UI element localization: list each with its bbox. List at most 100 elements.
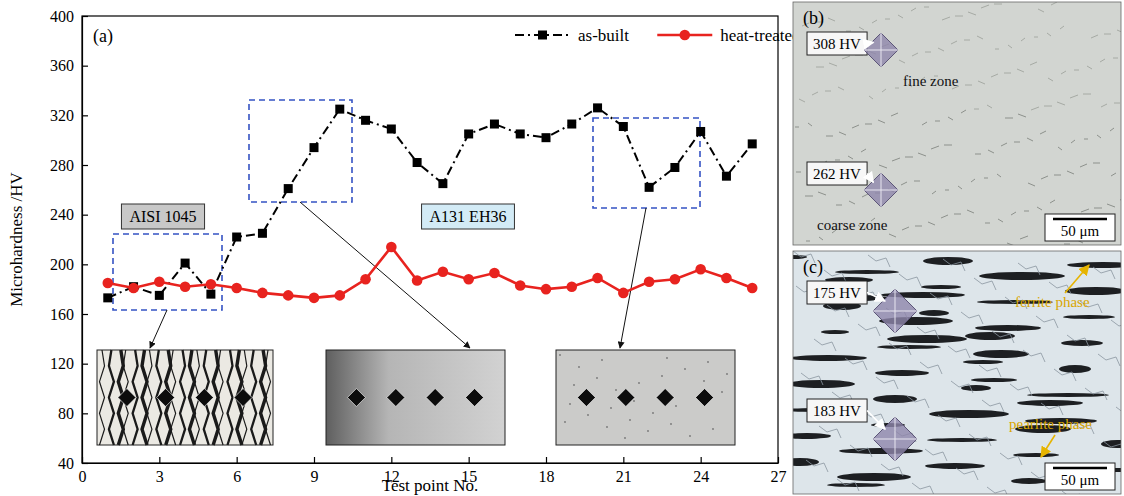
texture <box>869 96 873 99</box>
leader-arrow <box>867 174 873 183</box>
pearlite-streak <box>975 325 1041 331</box>
data-point <box>283 290 294 301</box>
texture <box>945 190 949 191</box>
data-point <box>541 284 552 295</box>
texture <box>1091 35 1098 38</box>
texture <box>968 12 976 15</box>
pointer-arrow <box>150 310 167 348</box>
zone-label: ferrite phase <box>1015 294 1090 310</box>
data-point <box>206 279 217 290</box>
texture <box>892 158 900 161</box>
x-tick-label: 9 <box>311 468 319 485</box>
grain-boundary <box>1041 403 1063 415</box>
texture <box>1030 62 1037 65</box>
x-tick-mark <box>546 457 547 463</box>
texture <box>994 4 1002 5</box>
grain-boundary <box>974 278 996 290</box>
grain-boundary <box>837 479 859 491</box>
x-tick-label: 6 <box>233 468 241 485</box>
texture <box>951 41 957 44</box>
x-tick: 24 <box>693 457 709 485</box>
texture-dot <box>624 437 626 439</box>
decoration <box>864 33 898 67</box>
pearlite-streak <box>1017 400 1083 406</box>
texture <box>974 109 979 110</box>
texture <box>971 179 975 182</box>
texture <box>975 154 981 155</box>
texture <box>1110 128 1114 131</box>
legend-marker <box>538 31 547 40</box>
texture <box>849 201 855 204</box>
texture <box>1018 114 1026 117</box>
micrograph-frame <box>793 2 1121 245</box>
texture <box>805 196 813 197</box>
pearlite-streak <box>793 355 867 361</box>
texture <box>1027 138 1033 141</box>
inset-frame <box>97 350 273 445</box>
y-tick-label: 160 <box>50 306 74 323</box>
texture <box>1100 59 1105 62</box>
leader-arrow <box>867 411 885 430</box>
grain-boundary <box>925 449 947 461</box>
scale-box <box>1045 463 1115 490</box>
decoration <box>873 289 917 333</box>
grain-boundary <box>824 270 846 282</box>
indent <box>696 389 714 407</box>
decoration <box>895 417 896 461</box>
grain-boundary <box>827 305 849 317</box>
data-point <box>695 264 706 275</box>
pointer-arrow <box>620 208 646 348</box>
grain-boundary <box>907 396 929 408</box>
pearlite-streak <box>979 272 1065 280</box>
texture <box>1113 58 1118 59</box>
texture <box>852 125 859 128</box>
texture <box>795 127 799 128</box>
grain-boundary <box>845 358 867 370</box>
texture-dot <box>652 412 654 414</box>
y-tick-mark <box>82 66 88 67</box>
data-point <box>489 268 500 279</box>
data-point <box>361 116 370 125</box>
texture <box>889 234 896 237</box>
figure: 0369121518212427408012016020024028032036… <box>0 0 1124 496</box>
y-tick-label: 200 <box>50 256 74 273</box>
texture <box>944 145 952 146</box>
grain-streak <box>180 350 185 445</box>
hardness-label: 183 HV <box>813 403 861 419</box>
x-tick-mark <box>237 457 238 463</box>
texture <box>931 146 939 149</box>
indent <box>656 389 674 407</box>
y-tick-mark <box>82 264 88 265</box>
texture <box>928 222 935 225</box>
texture <box>842 56 850 59</box>
texture <box>1054 175 1061 176</box>
texture <box>899 60 905 63</box>
legend-label: heat-treated <box>720 26 801 45</box>
x-tick-mark <box>469 457 470 463</box>
pearlite-streak <box>1011 478 1047 484</box>
texture <box>878 120 885 123</box>
grain-boundary <box>956 468 978 480</box>
series-line <box>108 247 752 298</box>
y-tick-label: 80 <box>58 405 74 422</box>
pearlite-streak <box>973 350 1029 358</box>
texture <box>922 122 927 125</box>
data-point <box>593 103 602 112</box>
texture <box>1011 212 1016 215</box>
texture <box>872 20 877 23</box>
grain-boundary <box>1085 388 1107 400</box>
texture <box>915 226 922 227</box>
texture <box>941 215 948 218</box>
grain-boundary <box>806 460 828 472</box>
data-point <box>722 172 731 181</box>
texture-dot <box>647 430 649 432</box>
indent <box>864 173 898 207</box>
texture <box>954 214 961 215</box>
pearlite-streak <box>835 270 899 274</box>
texture <box>1060 26 1064 29</box>
grain-boundary <box>1062 491 1084 494</box>
pearlite-streak <box>875 370 929 376</box>
texture <box>1008 45 1012 48</box>
texture <box>998 219 1003 222</box>
hardness-label: 308 HV <box>813 36 861 52</box>
